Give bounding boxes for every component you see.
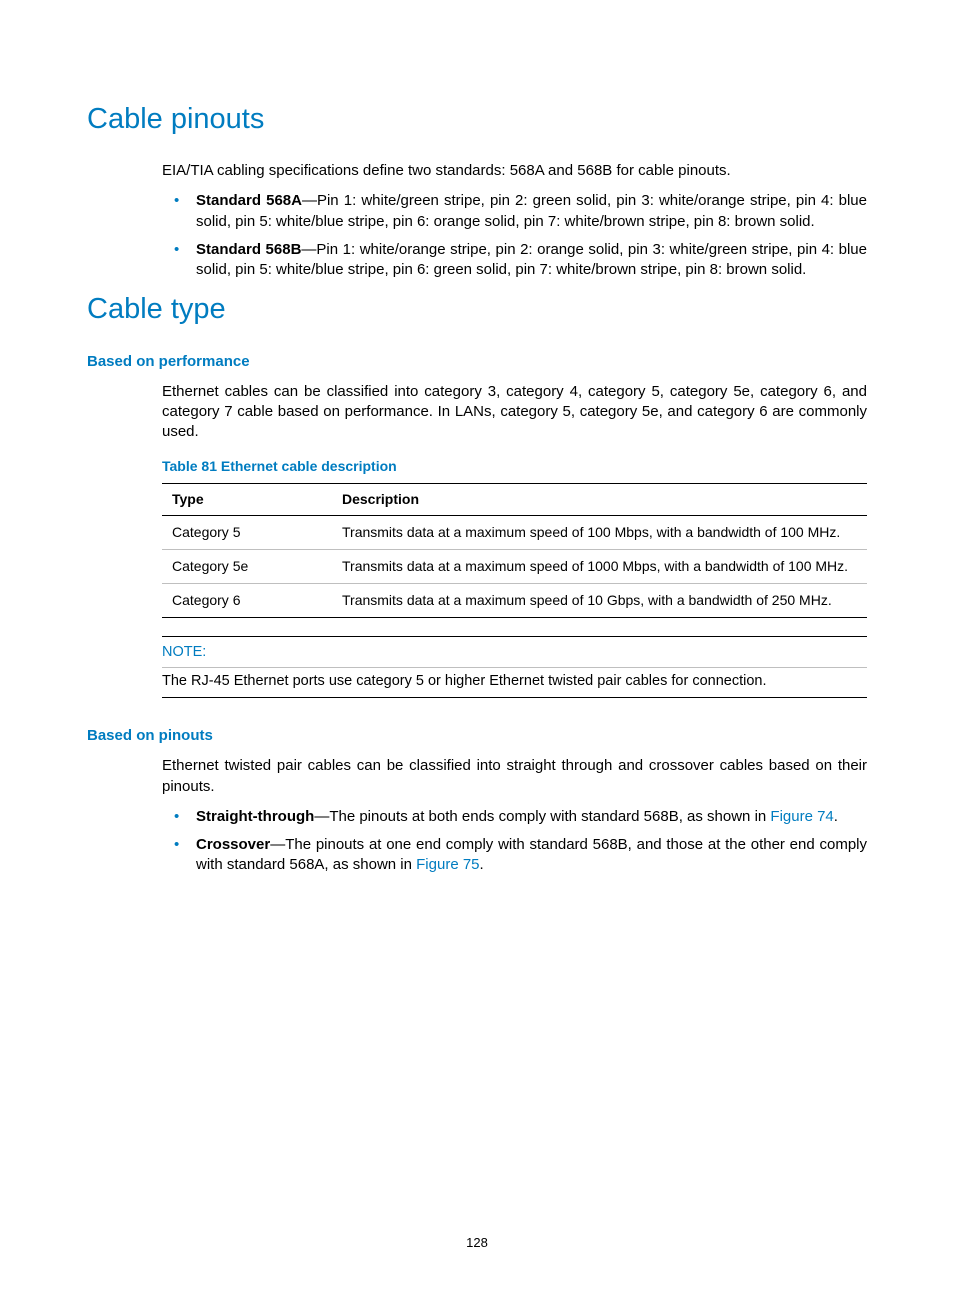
table-row: Category 6 Transmits data at a maximum s… [162, 584, 867, 618]
heading-cable-type: Cable type [87, 290, 867, 329]
table-cell: Category 5 [162, 516, 332, 550]
table-cell: Transmits data at a maximum speed of 100… [332, 516, 867, 550]
list-item-label: Crossover [196, 836, 270, 853]
page-number: 128 [0, 1234, 954, 1252]
note-text: The RJ-45 Ethernet ports use category 5 … [162, 672, 867, 692]
list-item-text-post: . [834, 808, 838, 825]
list-item-text: —The pinouts at one end comply with stan… [196, 836, 867, 873]
section-performance-body: Ethernet cables can be classified into c… [162, 382, 867, 698]
performance-text: Ethernet cables can be classified into c… [162, 382, 867, 443]
table-row: Category 5e Transmits data at a maximum … [162, 550, 867, 584]
section-cable-pinouts-body: EIA/TIA cabling specifications define tw… [162, 161, 867, 280]
list-item-label: Standard 568B [196, 241, 301, 258]
figure-link[interactable]: Figure 75 [416, 856, 479, 873]
figure-link[interactable]: Figure 74 [770, 808, 833, 825]
subheading-based-on-pinouts: Based on pinouts [87, 726, 867, 746]
table-cell: Transmits data at a maximum speed of 100… [332, 550, 867, 584]
list-item: Standard 568B—Pin 1: white/orange stripe… [162, 240, 867, 281]
table-cell: Category 5e [162, 550, 332, 584]
ethernet-cable-table: Type Description Category 5 Transmits da… [162, 483, 867, 618]
heading-cable-pinouts: Cable pinouts [87, 100, 867, 139]
note-label: NOTE: [162, 639, 867, 665]
note-divider [162, 667, 867, 668]
subheading-based-on-performance: Based on performance [87, 352, 867, 372]
list-item: Straight-through—The pinouts at both end… [162, 807, 867, 827]
pinouts-list: Straight-through—The pinouts at both end… [162, 807, 867, 876]
list-item-text-post: . [480, 856, 484, 873]
table-caption: Table 81 Ethernet cable description [162, 457, 867, 476]
cable-pinouts-intro: EIA/TIA cabling specifications define tw… [162, 161, 867, 181]
table-cell: Transmits data at a maximum speed of 10 … [332, 584, 867, 618]
table-cell: Category 6 [162, 584, 332, 618]
list-item-text: —The pinouts at both ends comply with st… [314, 808, 770, 825]
pinouts-text: Ethernet twisted pair cables can be clas… [162, 756, 867, 797]
table-header-row: Type Description [162, 484, 867, 516]
document-page: Cable pinouts EIA/TIA cabling specificat… [0, 0, 954, 1296]
cable-pinouts-list: Standard 568A—Pin 1: white/green stripe,… [162, 191, 867, 280]
table-header-cell: Description [332, 484, 867, 516]
section-pinouts-body: Ethernet twisted pair cables can be clas… [162, 756, 867, 875]
list-item: Standard 568A—Pin 1: white/green stripe,… [162, 191, 867, 232]
note-box: NOTE: The RJ-45 Ethernet ports use categ… [162, 636, 867, 698]
table-row: Category 5 Transmits data at a maximum s… [162, 516, 867, 550]
table-header-cell: Type [162, 484, 332, 516]
list-item-label: Standard 568A [196, 192, 302, 209]
list-item-label: Straight-through [196, 808, 314, 825]
list-item: Crossover—The pinouts at one end comply … [162, 835, 867, 876]
